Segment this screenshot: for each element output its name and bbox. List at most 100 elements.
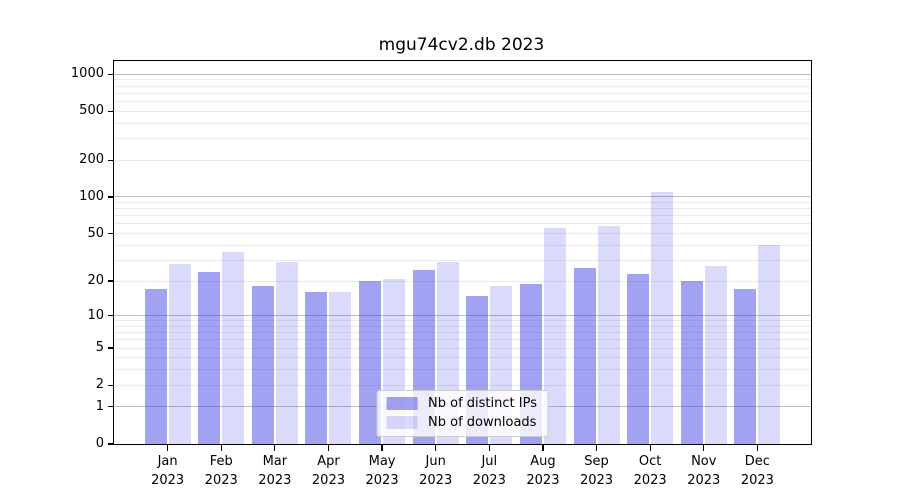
x-tick-mark: [703, 445, 705, 451]
gridline-minor: [114, 339, 811, 341]
bar-oct-downloads: [651, 191, 674, 444]
bar-nov-downloads: [704, 265, 727, 444]
y-tick-label: 1: [95, 398, 104, 414]
gridline-minor: [114, 233, 811, 235]
legend-swatch-downloads: [386, 416, 418, 429]
legend-swatch-distinct-ips: [386, 397, 418, 410]
bar-aug-downloads: [543, 227, 566, 444]
x-tick-label: Dec 2023: [740, 454, 774, 488]
bar-dec-downloads: [758, 245, 781, 444]
bar-sep-downloads: [597, 225, 620, 444]
x-tick-label: Jul 2023: [472, 454, 506, 488]
bar-apr-distinct-ips: [305, 292, 328, 444]
chart-title: mgu74cv2.db 2023: [378, 35, 545, 55]
x-tick-mark: [435, 445, 437, 451]
bar-apr-downloads: [329, 292, 352, 444]
gridline-minor: [114, 92, 811, 94]
gridline-minor: [114, 332, 811, 334]
y-tick-label: 0: [95, 436, 104, 451]
gridline-minor: [114, 280, 811, 282]
y-tick-label: 200: [79, 152, 104, 168]
y-tick-mark: [107, 443, 113, 445]
y-tick-mark: [107, 406, 113, 408]
x-tick-mark: [327, 445, 330, 451]
gridline-minor: [114, 384, 811, 386]
gridline-minor: [114, 259, 811, 261]
gridline-minor: [114, 215, 811, 217]
bar-mar-distinct-ips: [251, 286, 274, 444]
bar-sep-distinct-ips: [573, 267, 596, 444]
y-tick-mark: [107, 73, 113, 75]
y-tick-label: 50: [87, 225, 104, 241]
legend-label-distinct-ips: Nb of distinct IPs: [428, 396, 537, 411]
y-tick-mark: [107, 110, 113, 112]
x-tick-label: May 2023: [365, 454, 399, 488]
y-tick-mark: [107, 347, 113, 349]
y-tick-mark: [107, 196, 113, 198]
x-tick-mark: [488, 445, 490, 451]
x-tick-label: Aug 2023: [526, 454, 560, 488]
gridline-minor: [114, 325, 811, 327]
gridline-minor: [114, 208, 811, 210]
y-tick-label: 500: [79, 103, 104, 119]
gridline-minor: [114, 202, 811, 204]
gridline-minor: [114, 357, 811, 359]
gridline-minor: [114, 85, 811, 87]
gridline-minor: [114, 122, 811, 124]
gridline-minor: [114, 159, 811, 161]
plot-area: Nb of distinct IPs Nb of downloads 0 1 2 5 1…: [71, 60, 812, 488]
gridline-minor: [114, 101, 811, 102]
x-tick-mark: [542, 445, 544, 451]
y-tick-mark: [107, 232, 113, 235]
gridline-minor: [114, 110, 811, 112]
gridline-major: [114, 73, 811, 75]
x-tick-label: Oct 2023: [633, 454, 667, 488]
gridline-major: [114, 196, 811, 198]
bar-jan-distinct-ips: [144, 289, 167, 444]
x-tick-mark: [649, 445, 651, 451]
y-tick-label: 2: [95, 377, 104, 393]
x-tick-label: Sep 2023: [579, 454, 614, 488]
gridline-minor: [114, 369, 811, 371]
bar-nov-distinct-ips: [680, 281, 703, 444]
bar-jan-downloads: [168, 263, 191, 444]
x-tick-label: Feb 2023: [204, 454, 238, 488]
x-tick-label: Jan 2023: [151, 454, 185, 488]
gridline-major: [114, 315, 811, 317]
y-tick-mark: [107, 280, 113, 282]
gridline-minor: [114, 79, 811, 81]
x-tick-mark: [381, 445, 383, 451]
bar-dec-distinct-ips: [734, 289, 757, 444]
y-tick-label: 5: [95, 340, 104, 356]
gridline-minor: [114, 347, 811, 349]
gridline-minor: [114, 320, 811, 322]
x-tick-mark: [595, 445, 598, 451]
x-tick-label: Jun 2023: [419, 454, 453, 488]
bar-feb-downloads: [222, 252, 245, 444]
gridline-minor: [114, 244, 811, 246]
y-tick-label: 100: [79, 188, 104, 204]
y-tick-label: 10: [87, 307, 104, 323]
gridline-minor: [114, 138, 811, 140]
x-tick-mark: [756, 445, 758, 451]
x-tick-label: Mar 2023: [258, 454, 292, 488]
gridline-minor: [114, 223, 811, 225]
legend-entry-downloads: Nb of downloads: [386, 415, 537, 430]
x-tick-label: Nov 2023: [687, 454, 721, 488]
y-tick-mark: [107, 315, 113, 317]
x-tick-mark: [274, 445, 276, 451]
x-tick-mark: [220, 445, 222, 451]
x-tick-label: Apr 2023: [311, 454, 345, 488]
y-tick-mark: [107, 159, 113, 161]
bar-oct-distinct-ips: [627, 273, 650, 444]
bar-feb-distinct-ips: [198, 271, 221, 444]
bar-mar-downloads: [275, 261, 298, 444]
y-tick-mark: [107, 384, 113, 386]
bar-may-distinct-ips: [359, 281, 382, 444]
legend: Nb of distinct IPs Nb of downloads: [376, 390, 549, 437]
legend-label-downloads: Nb of downloads: [428, 415, 537, 430]
y-tick-label: 1000: [70, 66, 104, 82]
y-tick-label: 20: [87, 273, 104, 289]
x-tick-mark: [167, 445, 169, 451]
